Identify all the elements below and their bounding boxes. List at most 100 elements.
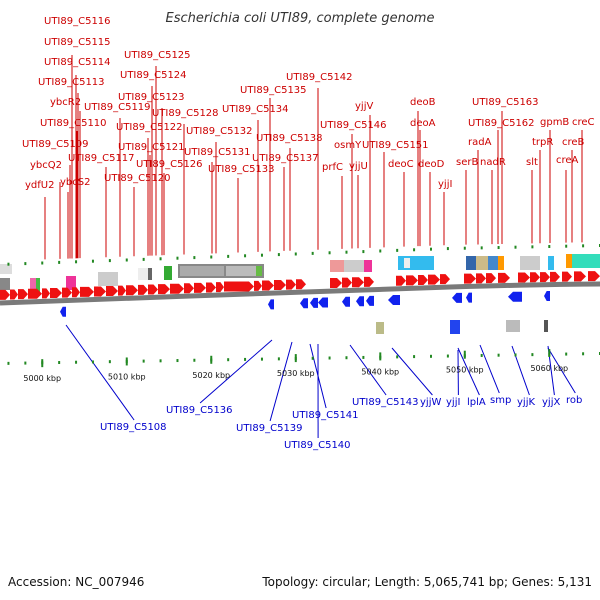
feature-block	[498, 256, 504, 270]
forward-gene-arrow	[126, 285, 138, 296]
forward-gene-label: ydfU2	[25, 180, 54, 191]
forward-gene-label: yjjV	[355, 101, 373, 112]
reverse-gene-label: smp	[490, 395, 511, 406]
feature-block	[344, 260, 364, 272]
feature-block	[450, 320, 460, 334]
reverse-gene-arrow	[60, 306, 66, 317]
feature-block	[506, 320, 520, 332]
forward-gene-label: UTI89_C5132	[186, 126, 253, 137]
forward-gene-label: UTI89_C5117	[68, 153, 135, 164]
forward-gene-label: UTI89_C5138	[256, 133, 323, 144]
reverse-gene-arrow	[310, 297, 318, 308]
forward-gene-arrow	[364, 276, 374, 287]
forward-gene-arrow	[330, 278, 342, 289]
reverse-leader-line	[199, 339, 273, 404]
tick-label: 5040 kbp	[361, 367, 399, 376]
forward-gene-arrow	[10, 289, 18, 300]
feature-block	[398, 256, 434, 270]
forward-gene-arrow	[254, 280, 262, 291]
feature-block	[138, 268, 148, 280]
forward-gene-label: UTI89_C5151	[362, 140, 429, 151]
reverse-leader-line	[457, 347, 480, 396]
reverse-leader-line	[349, 344, 387, 396]
forward-gene-label: UTI89_C5125	[124, 50, 191, 61]
reverse-gene-label: rob	[566, 395, 582, 406]
forward-gene-label: UTI89_C5122	[116, 122, 183, 133]
forward-gene-arrow	[406, 275, 418, 286]
feature-block	[566, 254, 572, 268]
reverse-gene-arrow	[452, 292, 462, 303]
forward-gene-arrow	[106, 286, 118, 297]
forward-gene-label: UTI89_C5131	[184, 147, 251, 158]
genome-backbone	[0, 281, 600, 306]
reverse-gene-label: yjjK	[517, 397, 535, 408]
feature-block	[466, 256, 476, 270]
forward-gene-label: UTI89_C5119	[84, 102, 151, 113]
feature-block	[488, 256, 498, 270]
forward-gene-label: ybcR2	[50, 97, 81, 108]
forward-gene-label: yjjU	[349, 161, 368, 172]
reverse-leader-line	[479, 344, 500, 394]
map-title: Escherichia coli UTI89, complete genome	[166, 11, 435, 26]
feature-block	[404, 258, 410, 268]
forward-gene-label: UTI89_C5116	[44, 16, 111, 27]
forward-gene-label: UTI89_C5142	[286, 72, 353, 83]
reverse-gene-arrow	[544, 291, 550, 302]
forward-gene-label: prfC	[322, 162, 343, 173]
reverse-gene-label: UTI89_C5108	[100, 422, 167, 433]
reverse-gene-arrow	[388, 294, 400, 305]
forward-gene-arrow	[0, 289, 10, 300]
forward-gene-label: ybcQ2	[30, 160, 62, 171]
reverse-gene-arrow	[268, 299, 274, 310]
forward-gene-label: UTI89_C5128	[152, 108, 219, 119]
tick-label: 5060 kbp	[530, 364, 568, 373]
reverse-leader-line	[391, 347, 433, 396]
forward-gene-label: creA	[556, 155, 579, 166]
forward-gene-arrow	[18, 289, 28, 300]
forward-gene-arrow	[352, 277, 364, 288]
reverse-gene-label: UTI89_C5143	[352, 397, 419, 408]
feature-block	[148, 268, 152, 280]
forward-gene-label: creC	[572, 117, 595, 128]
feature-block	[330, 260, 344, 272]
forward-gene-arrow	[342, 277, 352, 288]
forward-gene-arrow	[72, 287, 80, 298]
forward-gene-label: UTI89_C5162	[468, 118, 535, 129]
tick-label: 5050 kbp	[446, 366, 484, 375]
reverse-gene-label: lplA	[467, 397, 486, 408]
forward-gene-arrow	[206, 282, 216, 293]
forward-gene-arrow	[464, 273, 476, 284]
forward-gene-label: osmY	[334, 140, 362, 151]
forward-gene-label: UTI89_C5120	[104, 173, 171, 184]
feature-block	[180, 266, 224, 276]
accession-text: Accession: NC_007946	[8, 575, 144, 589]
forward-gene-track	[0, 271, 600, 300]
forward-gene-label: deoD	[418, 159, 445, 170]
forward-gene-label: UTI89_C5114	[44, 57, 111, 68]
reverse-gene-label: yjjI	[446, 397, 460, 408]
forward-gene-label: UTI89_C5115	[44, 37, 111, 48]
forward-gene-arrow	[80, 286, 94, 297]
tick-label: 5020 kbp	[192, 371, 230, 380]
forward-gene-arrow	[396, 275, 406, 286]
forward-gene-label: UTI89_C5133	[208, 164, 275, 175]
tick-label: 5030 kbp	[277, 369, 315, 378]
forward-gene-label: gpmB	[540, 117, 569, 128]
forward-gene-arrow	[286, 279, 296, 290]
feature-block	[36, 278, 40, 292]
forward-gene-label: UTI89_C5163	[472, 97, 539, 108]
forward-gene-arrow	[158, 284, 170, 295]
reverse-gene-arrow	[366, 295, 374, 306]
forward-gene-arrow	[28, 288, 42, 299]
forward-gene-label: UTI89_C5126	[136, 159, 203, 170]
reverse-leader-line	[547, 347, 576, 394]
forward-gene-arrow	[540, 272, 550, 283]
forward-gene-arrow	[170, 283, 184, 294]
forward-gene-arrow	[486, 273, 496, 284]
forward-gene-label: UTI89_C5109	[22, 139, 89, 150]
reverse-gene-arrow	[300, 298, 308, 309]
forward-gene-arrow	[440, 274, 450, 285]
reverse-gene-arrow	[342, 296, 350, 307]
feature-block	[164, 266, 172, 280]
forward-gene-arrow	[138, 284, 148, 295]
